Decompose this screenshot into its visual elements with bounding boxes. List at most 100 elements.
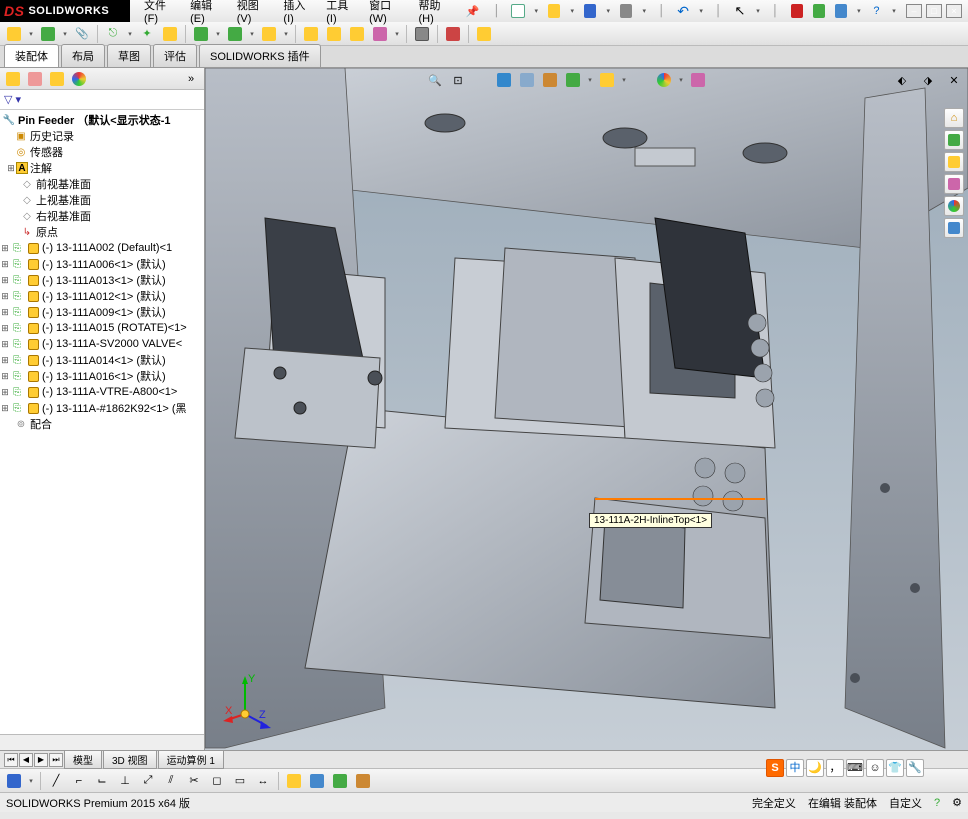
tree-part-row[interactable]: ⊞⎘(-) 13-111A-#1862K92<1> (黑 (0, 400, 204, 416)
select-icon[interactable]: ↖ (730, 1, 750, 21)
menu-tools[interactable]: 工具(I) (320, 0, 361, 27)
trim-icon[interactable]: ✂ (184, 771, 204, 791)
perp-icon[interactable]: ⊥ (115, 771, 135, 791)
tree-part-row[interactable]: ⊞⎘(-) 13-111A015 (ROTATE)<1> (0, 320, 204, 336)
tool-icon-6[interactable] (191, 24, 211, 44)
tree-part-row[interactable]: ⊞⎘(-) 13-111A013<1> (默认) (0, 272, 204, 288)
tab-plugins[interactable]: SOLIDWORKS 插件 (199, 44, 321, 67)
close-button[interactable]: × (946, 4, 962, 18)
tab-nav-last[interactable]: ⏭ (49, 753, 63, 767)
ime-face-icon[interactable]: ☺ (866, 759, 884, 777)
tree-history[interactable]: ▣历史记录 (0, 128, 204, 144)
new-doc-icon[interactable] (508, 1, 528, 21)
bottom-tab-model[interactable]: 模型 (64, 750, 102, 769)
view-settings-icon[interactable] (597, 70, 617, 90)
bottom-tab-motion[interactable]: 运动算例 1 (158, 750, 224, 769)
tree-origin[interactable]: ↳原点 (0, 224, 204, 240)
taskpane-custom-icon[interactable] (944, 218, 964, 238)
decal-icon[interactable] (688, 70, 708, 90)
fm-tab-4[interactable] (69, 69, 89, 89)
tree-front-plane[interactable]: ◇前视基准面 (0, 176, 204, 192)
options-icon[interactable] (809, 1, 829, 21)
tool-icon-15[interactable] (474, 24, 494, 44)
fm-tab-3[interactable] (47, 69, 67, 89)
tool-icon-11[interactable] (347, 24, 367, 44)
menu-window[interactable]: 窗口(W) (363, 0, 410, 27)
ime-shirt-icon[interactable]: 👕 (886, 759, 904, 777)
tool-icon-10[interactable] (324, 24, 344, 44)
minimize-button[interactable]: – (906, 4, 922, 18)
fm-tab-2[interactable] (25, 69, 45, 89)
bottom-tab-3dview[interactable]: 3D 视图 (103, 750, 157, 769)
fm-tab-1[interactable] (3, 69, 23, 89)
save-icon[interactable] (580, 1, 600, 21)
zoom-fit-icon[interactable]: 🔍 (425, 70, 445, 90)
tool-icon-4[interactable]: ✦ (137, 24, 157, 44)
tool-icon-7[interactable] (225, 24, 245, 44)
display-style-icon[interactable] (517, 70, 537, 90)
tool-icon-1[interactable] (4, 24, 24, 44)
ime-keyboard-icon[interactable]: ⌨ (846, 759, 864, 777)
tool-icon-13[interactable] (412, 24, 432, 44)
ime-logo-icon[interactable]: S (766, 759, 784, 777)
corner2-icon[interactable]: ⌙ (92, 771, 112, 791)
ime-moon-icon[interactable]: 🌙 (806, 759, 824, 777)
close-view-icon[interactable]: ✕ (944, 70, 964, 90)
ime-wrench-icon[interactable]: 🔧 (906, 759, 924, 777)
next-view-icon[interactable]: ⬗ (918, 70, 938, 90)
print-icon[interactable] (616, 1, 636, 21)
tree-top-plane[interactable]: ◇上视基准面 (0, 192, 204, 208)
appearance-icon[interactable] (654, 70, 674, 90)
taskpane-library-icon[interactable] (944, 130, 964, 150)
open-icon[interactable] (544, 1, 564, 21)
tab-nav-next[interactable]: ▶ (34, 753, 48, 767)
tool-icon-9[interactable] (301, 24, 321, 44)
feature-tree[interactable]: 🔧Pin Feeder （默认<显示状态-1 ▣历史记录 ◎传感器 ⊞A注解 ◇… (0, 110, 204, 734)
clip-icon[interactable]: 📎 (72, 24, 92, 44)
tree-part-row[interactable]: ⊞⎘(-) 13-111A006<1> (默认) (0, 256, 204, 272)
3d-icon4[interactable] (353, 771, 373, 791)
tool-icon-2[interactable] (38, 24, 58, 44)
tab-nav-prev[interactable]: ◀ (19, 753, 33, 767)
hide-show-icon[interactable] (540, 70, 560, 90)
tree-mates[interactable]: ⊚配合 (0, 416, 204, 432)
tree-part-row[interactable]: ⊞⎘(-) 13-111A002 (Default)<1 (0, 240, 204, 256)
extend-icon[interactable]: ⤢ (138, 771, 158, 791)
tool-icon-8[interactable] (259, 24, 279, 44)
save-icon-bottom[interactable] (4, 771, 24, 791)
ime-punct-icon[interactable]: ， (826, 759, 844, 777)
tree-sensors[interactable]: ◎传感器 (0, 144, 204, 160)
tree-root[interactable]: 🔧Pin Feeder （默认<显示状态-1 (0, 112, 204, 128)
3d-icon1[interactable] (284, 771, 304, 791)
menu-edit[interactable]: 编辑(E) (184, 0, 229, 27)
tab-assembly[interactable]: 装配体 (4, 44, 59, 67)
status-custom[interactable]: 自定义 (889, 795, 922, 811)
menu-help[interactable]: 帮助(H) (412, 0, 457, 27)
view-orient-icon[interactable] (494, 70, 514, 90)
dim-icon[interactable]: ↔ (253, 771, 273, 791)
tree-right-plane[interactable]: ◇右视基准面 (0, 208, 204, 224)
taskpane-view-icon[interactable] (944, 174, 964, 194)
tool-icon-3[interactable]: ⎋ (103, 24, 123, 44)
panel-scrollbar[interactable] (0, 734, 204, 750)
tree-part-row[interactable]: ⊞⎘(-) 13-111A-VTRE-A800<1> (0, 384, 204, 400)
ime-toolbar[interactable]: S 中 🌙 ， ⌨ ☺ 👕 🔧 (766, 759, 924, 777)
zoom-area-icon[interactable]: ⊡ (448, 70, 468, 90)
orientation-triad[interactable]: Y X Z (223, 672, 283, 732)
fm-expand-icon[interactable]: » (181, 69, 201, 89)
tree-part-row[interactable]: ⊞⎘(-) 13-111A016<1> (默认) (0, 368, 204, 384)
scene-icon[interactable] (563, 70, 583, 90)
tree-part-row[interactable]: ⊞⎘(-) 13-111A009<1> (默认) (0, 304, 204, 320)
ime-lang-button[interactable]: 中 (786, 759, 804, 777)
undo-icon[interactable]: ↶ (673, 1, 693, 21)
prev-view-icon[interactable]: ⬖ (892, 70, 912, 90)
corner-icon[interactable]: ⌐ (69, 771, 89, 791)
tool-icon-5[interactable] (160, 24, 180, 44)
offset-icon[interactable]: ⫽ (161, 771, 181, 791)
box-icon[interactable]: ◻ (207, 771, 227, 791)
line-icon[interactable]: ╱ (46, 771, 66, 791)
tab-sketch[interactable]: 草图 (107, 44, 151, 67)
settings-icon[interactable] (831, 1, 851, 21)
tree-part-row[interactable]: ⊞⎘(-) 13-111A014<1> (默认) (0, 352, 204, 368)
filter-bar[interactable]: ▽ ▾ (0, 90, 204, 110)
